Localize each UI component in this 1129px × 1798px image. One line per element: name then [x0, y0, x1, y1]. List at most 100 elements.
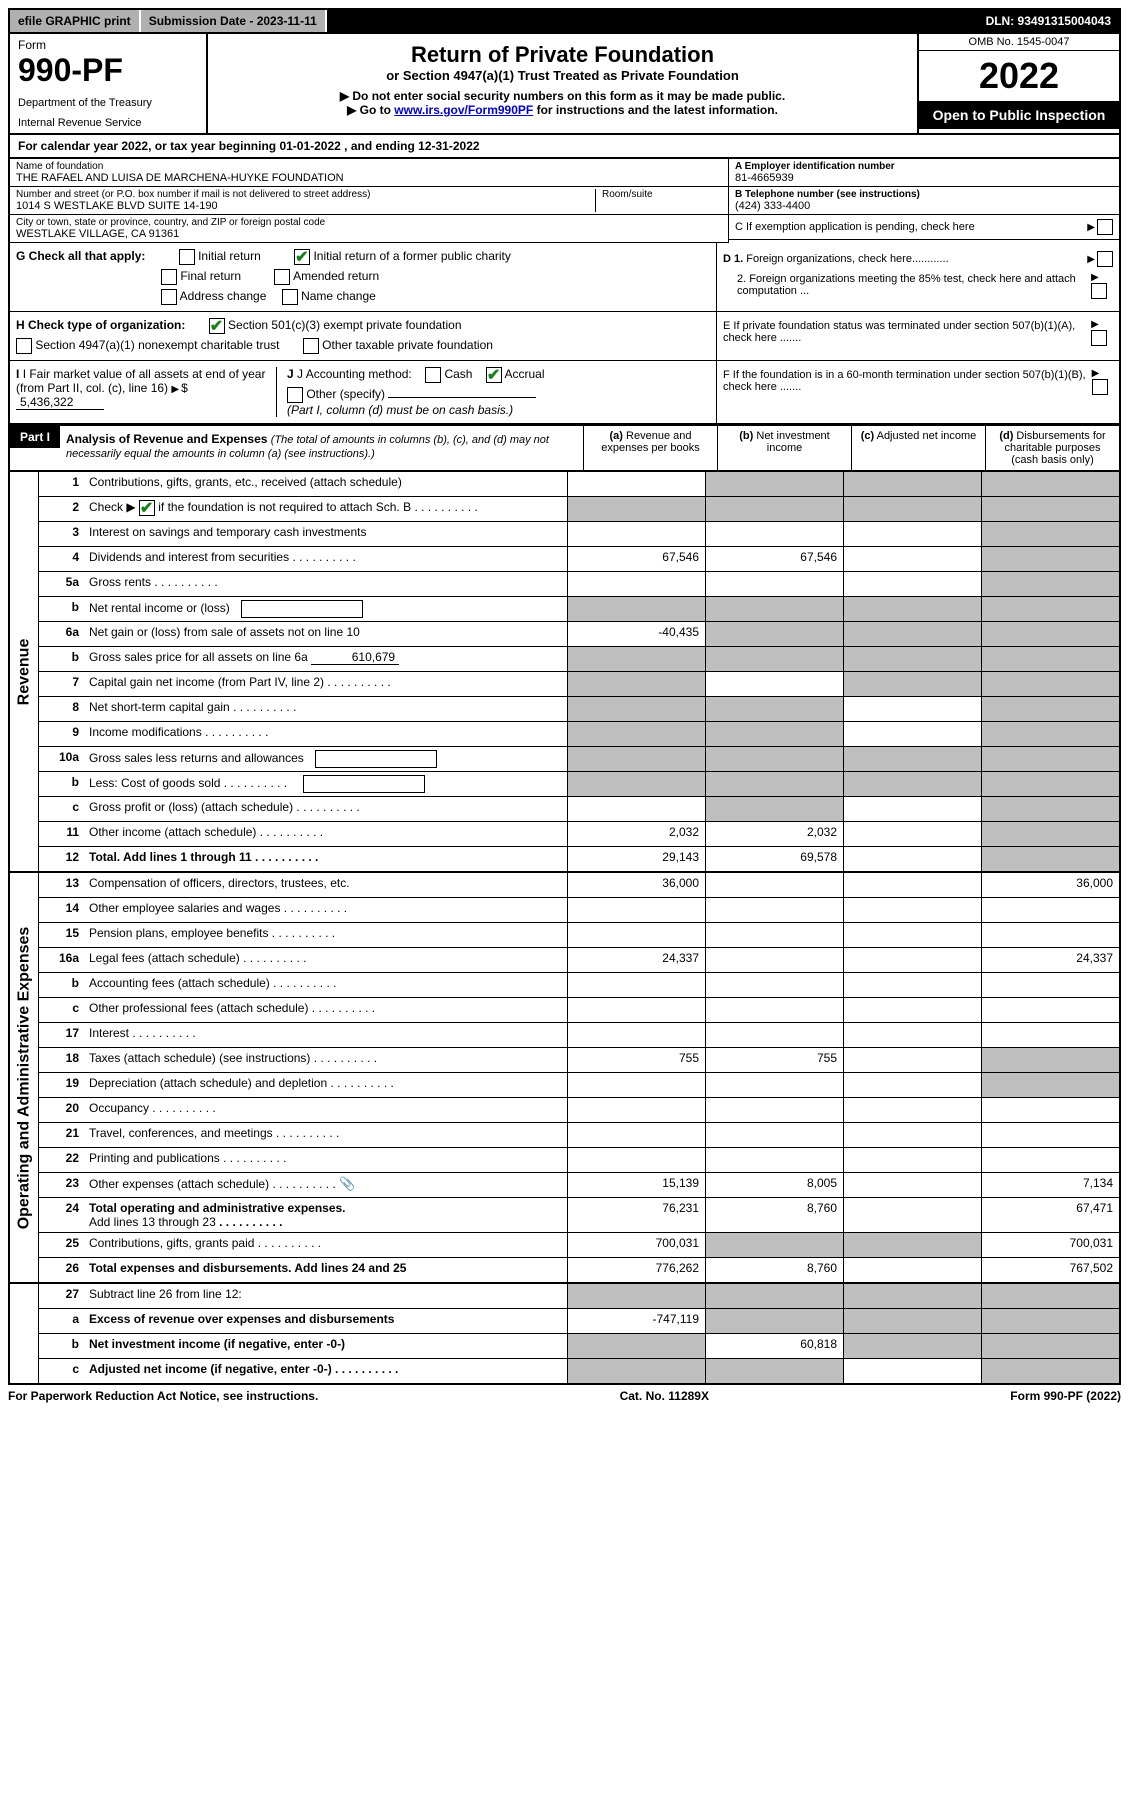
line-16a: Legal fees (attach schedule) [85, 948, 567, 972]
j-accrual-checkbox[interactable] [486, 367, 502, 383]
phone-cell: B Telephone number (see instructions) (4… [729, 187, 1119, 215]
line-10b: Less: Cost of goods sold [85, 772, 567, 796]
form-label: Form [18, 38, 198, 52]
line-1: Contributions, gifts, grants, etc., rece… [85, 472, 567, 496]
e-terminated: E If private foundation status was termi… [716, 312, 1119, 360]
line-20: Occupancy [85, 1098, 567, 1122]
g-address-checkbox[interactable] [161, 289, 177, 305]
j-other-checkbox[interactable] [287, 387, 303, 403]
form-header: Form 990-PF Department of the Treasury I… [8, 34, 1121, 135]
line-27a: Excess of revenue over expenses and disb… [85, 1309, 567, 1333]
tax-year: 2022 [919, 51, 1119, 101]
line-27c: Adjusted net income (if negative, enter … [85, 1359, 567, 1383]
line-21: Travel, conferences, and meetings [85, 1123, 567, 1147]
ij-row: I I Fair market value of all assets at e… [10, 361, 716, 423]
expenses-table: Operating and Administrative Expenses 13… [8, 873, 1121, 1284]
line-4: Dividends and interest from securities [85, 547, 567, 571]
street-address: 1014 S WESTLAKE BLVD SUITE 14-190 [16, 200, 595, 212]
note-link: ▶ Go to www.irs.gov/Form990PF for instru… [216, 103, 909, 117]
efile-label[interactable]: efile GRAPHIC print [10, 10, 141, 32]
g-checks: G Check all that apply: Initial return I… [10, 243, 716, 311]
footer-catno: Cat. No. 11289X [620, 1389, 709, 1403]
part1-label: Part I [10, 426, 60, 448]
line-17: Interest [85, 1023, 567, 1047]
h-501c3-checkbox[interactable] [209, 318, 225, 334]
revenue-side-label: Revenue [10, 472, 39, 871]
line-7: Capital gain net income (from Part IV, l… [85, 672, 567, 696]
line-6a: Net gain or (loss) from sale of assets n… [85, 622, 567, 646]
dln: DLN: 93491315004043 [978, 10, 1119, 32]
foundation-name: THE RAFAEL AND LUISA DE MARCHENA-HUYKE F… [16, 172, 722, 184]
e-checkbox[interactable] [1091, 330, 1107, 346]
expenses-side-label: Operating and Administrative Expenses [10, 873, 39, 1282]
d-foreign: D 1. D 1. Foreign organizations, check h… [716, 243, 1119, 311]
dept-treasury: Department of the Treasury [18, 97, 198, 109]
address-cell: Number and street (or P.O. box number if… [10, 187, 728, 215]
fmv-value: 5,436,322 [16, 395, 104, 410]
line-10c: Gross profit or (loss) (attach schedule) [85, 797, 567, 821]
line-26: Total expenses and disbursements. Add li… [85, 1258, 567, 1282]
omb-number: OMB No. 1545-0047 [919, 34, 1119, 51]
foundation-name-cell: Name of foundation THE RAFAEL AND LUISA … [10, 159, 728, 187]
g-name-checkbox[interactable] [282, 289, 298, 305]
col-c-head: (c) Adjusted net income [851, 426, 985, 470]
g-final-checkbox[interactable] [161, 269, 177, 285]
g-initial-checkbox[interactable] [179, 249, 195, 265]
attach-icon[interactable]: 📎 [339, 1176, 355, 1191]
line-12: Total. Add lines 1 through 11 [85, 847, 567, 871]
line-24: Total operating and administrative expen… [85, 1198, 567, 1232]
d2-checkbox[interactable] [1091, 283, 1107, 299]
line-9: Income modifications [85, 722, 567, 746]
col-d-head: (d) Disbursements for charitable purpose… [985, 426, 1119, 470]
f-checkbox[interactable] [1092, 379, 1108, 395]
line-10a: Gross sales less returns and allowances [85, 747, 567, 771]
line-3: Interest on savings and temporary cash i… [85, 522, 567, 546]
form-number: 990-PF [18, 52, 198, 89]
header-left: Form 990-PF Department of the Treasury I… [10, 34, 208, 133]
footer-formno: Form 990-PF (2022) [1010, 1389, 1121, 1403]
irs-label: Internal Revenue Service [18, 117, 198, 129]
line-23: Other expenses (attach schedule) 📎 [85, 1173, 567, 1197]
line-18: Taxes (attach schedule) (see instruction… [85, 1048, 567, 1072]
checks-section: G Check all that apply: Initial return I… [8, 243, 1121, 425]
line-5b: Net rental income or (loss) [85, 597, 567, 621]
form-title: Return of Private Foundation [216, 42, 909, 68]
city-state-zip: WESTLAKE VILLAGE, CA 91361 [16, 228, 722, 240]
identity-section: Name of foundation THE RAFAEL AND LUISA … [8, 159, 1121, 243]
irs-link[interactable]: www.irs.gov/Form990PF [394, 103, 533, 117]
line-25: Contributions, gifts, grants paid [85, 1233, 567, 1257]
h-org-type: H Check type of organization: Section 50… [10, 312, 716, 360]
calendar-year: For calendar year 2022, or tax year begi… [8, 135, 1121, 159]
line-27: Subtract line 26 from line 12: [85, 1284, 567, 1308]
part1-header: Part I Analysis of Revenue and Expenses … [8, 425, 1121, 472]
city-cell: City or town, state or province, country… [10, 215, 728, 243]
line-8: Net short-term capital gain [85, 697, 567, 721]
f-60month: F If the foundation is in a 60-month ter… [716, 361, 1119, 423]
d1-checkbox[interactable] [1097, 251, 1113, 267]
submission-date: Submission Date - 2023-11-11 [141, 10, 327, 32]
room-label: Room/suite [602, 189, 722, 200]
footer-left: For Paperwork Reduction Act Notice, see … [8, 1389, 318, 1403]
revenue-table: Revenue 1Contributions, gifts, grants, e… [8, 472, 1121, 873]
col-a-head: (a) (a) Revenue and expenses per booksRe… [583, 426, 717, 470]
line-19: Depreciation (attach schedule) and deple… [85, 1073, 567, 1097]
g-amended-checkbox[interactable] [274, 269, 290, 285]
line-5a: Gross rents [85, 572, 567, 596]
g-initial-former-checkbox[interactable] [294, 249, 310, 265]
line-11: Other income (attach schedule) [85, 822, 567, 846]
line27-table: 27Subtract line 26 from line 12: aExcess… [8, 1284, 1121, 1385]
line-6b: Gross sales price for all assets on line… [85, 647, 567, 671]
line-27b: Net investment income (if negative, ente… [85, 1334, 567, 1358]
top-bar: efile GRAPHIC print Submission Date - 20… [8, 8, 1121, 34]
c-checkbox[interactable] [1097, 219, 1113, 235]
line-16c: Other professional fees (attach schedule… [85, 998, 567, 1022]
line-13: Compensation of officers, directors, tru… [85, 873, 567, 897]
page-footer: For Paperwork Reduction Act Notice, see … [8, 1385, 1121, 1407]
j-cash-checkbox[interactable] [425, 367, 441, 383]
h-4947-checkbox[interactable] [16, 338, 32, 354]
schb-checkbox[interactable] [139, 500, 155, 516]
h-other-checkbox[interactable] [303, 338, 319, 354]
line-22: Printing and publications [85, 1148, 567, 1172]
line-2: Check ▶ if the foundation is not require… [85, 497, 567, 521]
header-center: Return of Private Foundation or Section … [208, 34, 917, 133]
